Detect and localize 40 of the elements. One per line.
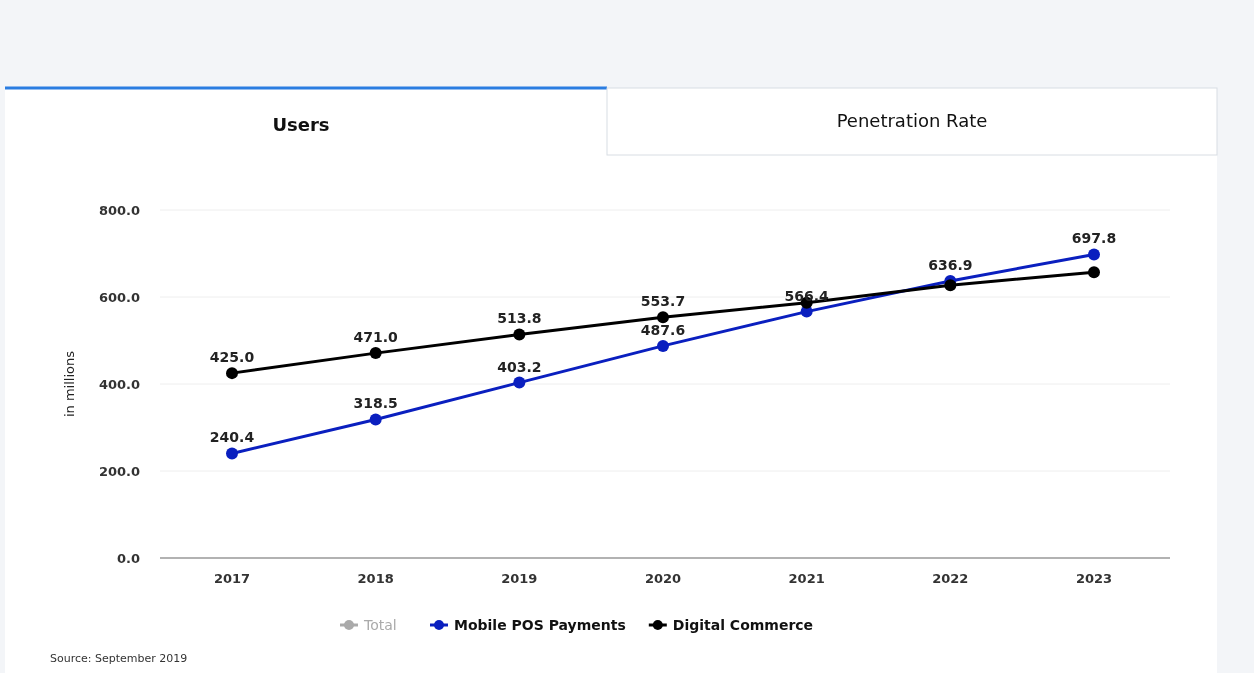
point: [513, 376, 526, 389]
y-axis-title: in millions: [62, 350, 77, 418]
data-label: 403.2: [497, 358, 542, 375]
x-tick-label: 2018: [357, 571, 394, 586]
y-tick-label: 0.0: [116, 551, 140, 566]
x-tick-label: 2022: [932, 571, 969, 586]
y-tick-label: 600.0: [98, 290, 140, 305]
point: [369, 347, 382, 360]
data-label: 318.5: [353, 395, 398, 412]
point: [944, 279, 957, 292]
point: [369, 413, 382, 426]
text: Users: [272, 114, 330, 135]
x-tick-label: 2020: [644, 571, 682, 586]
x-tick-label: 2021: [788, 571, 825, 586]
point: [657, 339, 669, 352]
text: Penetration Rate: [836, 110, 988, 131]
data-label: 487.6: [640, 321, 686, 338]
data-label: 425.0: [209, 349, 255, 366]
legend-label: Mobile POS Payments: [454, 617, 626, 633]
point: [226, 447, 238, 460]
x-tick-label: 2019: [501, 571, 538, 586]
x-tick-label: 2017: [213, 571, 251, 586]
data-label: 697.8: [1071, 230, 1117, 247]
data-label: 471.0: [353, 329, 399, 346]
source-note: Source: September 2019: [50, 652, 188, 665]
point: [513, 328, 526, 341]
y-tick-label: 400.0: [98, 377, 140, 392]
point: [1088, 266, 1100, 279]
legend-label: Digital Commerce: [672, 617, 814, 633]
data-label: 513.8: [497, 310, 542, 327]
point: [657, 311, 669, 324]
point: [226, 367, 238, 380]
point: [1088, 248, 1100, 261]
y-tick-label: 200.0: [98, 464, 140, 479]
data-label: 240.4: [209, 429, 255, 446]
data-label: 553.7: [640, 293, 686, 310]
y-tick-label: 800.0: [98, 203, 140, 218]
x-tick-label: 2023: [1075, 571, 1113, 586]
data-label: 636.9: [928, 256, 973, 273]
legend-label: Total: [363, 617, 397, 633]
